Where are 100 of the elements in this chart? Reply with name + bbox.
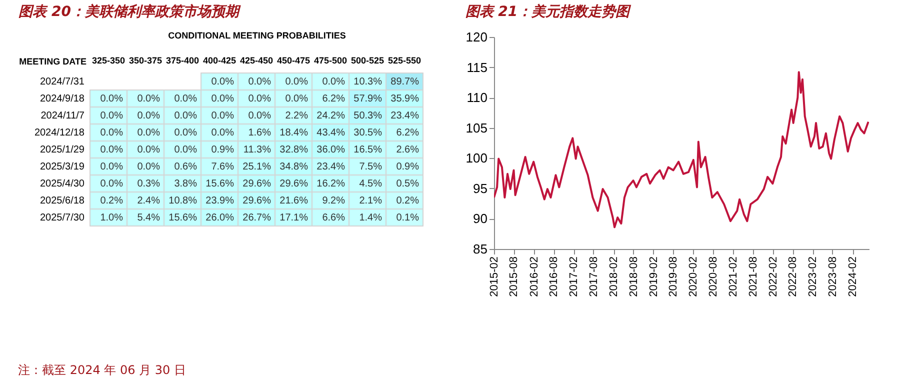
- x-tick-label: 525-550: [388, 56, 422, 66]
- x-tick-label: 500-525: [350, 56, 384, 66]
- line-series: [494, 71, 869, 228]
- x-tick-label: 425-450: [240, 56, 274, 66]
- data-label: 34.8%: [280, 162, 308, 172]
- data-label: 2.6%: [396, 144, 420, 156]
- data-label: 32.8%: [280, 144, 308, 156]
- x-tick-label: 2021-02: [728, 256, 740, 297]
- data-label: 0.9%: [211, 144, 234, 156]
- data-label: 29.6%: [242, 196, 272, 206]
- x-axis-title: CONDITIONAL MEETING PROBABILITIES: [168, 30, 346, 40]
- data-label: 2.4%: [137, 196, 160, 206]
- y-axis-title: MEETING DATE: [19, 56, 86, 66]
- x-tick-label: 2023-02: [807, 256, 820, 297]
- data-label: 43.4%: [316, 128, 346, 138]
- data-label: 17.1%: [280, 212, 308, 224]
- data-label: 25.1%: [242, 162, 272, 172]
- data-label: 0.5%: [396, 178, 420, 190]
- x-tick-label: 325-350: [92, 56, 126, 66]
- data-label: 0.0%: [211, 110, 234, 122]
- y-tick-label: 120: [466, 30, 488, 44]
- data-label: 0.2%: [396, 196, 420, 206]
- data-label: 1.0%: [100, 212, 124, 224]
- data-label: 0.0%: [285, 76, 308, 88]
- data-label: 36.0%: [316, 144, 346, 156]
- data-label: 0.0%: [137, 128, 160, 138]
- data-label: 0.0%: [285, 94, 308, 104]
- x-tick-label: 2015-02: [488, 256, 500, 297]
- data-label: 0.0%: [100, 162, 124, 172]
- y-tick-label: 2025/1/29: [40, 144, 85, 156]
- data-label: 21.6%: [280, 196, 308, 206]
- y-tick-label: 2024/7/31: [40, 76, 85, 88]
- data-label: 10.3%: [354, 76, 382, 88]
- data-label: 0.3%: [137, 178, 160, 190]
- y-tick-label: 2025/6/18: [40, 196, 85, 206]
- data-label: 29.6%: [242, 178, 272, 190]
- y-tick-label: 2024/9/18: [40, 94, 85, 104]
- x-tick-label: 375-400: [166, 56, 200, 66]
- y-tick-label: 2025/3/19: [40, 162, 85, 172]
- x-tick-label: 2017-02: [568, 256, 580, 297]
- y-tick-label: 105: [466, 120, 488, 136]
- data-label: 0.0%: [137, 110, 160, 122]
- y-tick-label: 95: [473, 180, 488, 196]
- x-tick-label: 2024-02: [847, 256, 860, 297]
- x-tick-label: 2018-08: [628, 256, 640, 297]
- data-label: 23.4%: [390, 110, 420, 122]
- y-tick-label: 110: [466, 90, 488, 106]
- x-tick-label: 2016-02: [528, 256, 540, 297]
- data-label: 10.8%: [168, 196, 198, 206]
- x-tick-label: 2023-08: [826, 256, 839, 297]
- data-label: 0.0%: [100, 144, 124, 156]
- data-label: 0.0%: [100, 94, 124, 104]
- data-label: 0.9%: [396, 162, 420, 172]
- data-label: 0.0%: [100, 178, 124, 190]
- data-label: 1.6%: [248, 128, 272, 138]
- data-label: 0.1%: [396, 212, 420, 224]
- data-label: 15.6%: [168, 212, 198, 224]
- data-label: 0.0%: [211, 128, 234, 138]
- data-label: 18.4%: [280, 128, 308, 138]
- x-tick-label: 2021-08: [747, 256, 760, 297]
- data-label: 4.5%: [359, 178, 382, 190]
- data-label: 16.5%: [354, 144, 382, 156]
- y-tick-label: 2025/7/30: [40, 212, 85, 224]
- data-label: 0.0%: [248, 76, 272, 88]
- data-label: 0.0%: [174, 128, 198, 138]
- data-label: 6.6%: [322, 212, 346, 224]
- data-label: 0.0%: [137, 162, 160, 172]
- data-label: 0.0%: [137, 144, 160, 156]
- data-label: 50.3%: [354, 110, 382, 122]
- y-tick-label: 2024/12/18: [34, 128, 85, 138]
- y-tick-label: 90: [473, 211, 488, 226]
- data-label: 24.2%: [316, 110, 346, 122]
- y-tick-label: 115: [466, 60, 488, 75]
- x-tick-label: 2022-08: [787, 256, 800, 297]
- chart-title: 图表 20：美联储利率政策市场预期: [18, 3, 242, 20]
- data-label: 7.6%: [211, 162, 234, 172]
- data-label: 0.0%: [322, 76, 346, 88]
- data-label: 15.6%: [206, 178, 234, 190]
- data-label: 6.2%: [322, 94, 346, 104]
- data-label: 11.3%: [243, 144, 272, 156]
- x-tick-label: 400-425: [202, 56, 236, 66]
- data-label: 2.2%: [285, 110, 308, 122]
- data-label: 2.1%: [359, 196, 382, 206]
- x-tick-label: 2015-08: [508, 256, 520, 297]
- x-tick-label: 350-375: [128, 56, 162, 66]
- data-label: 0.0%: [248, 110, 272, 122]
- data-label: 29.6%: [280, 178, 308, 190]
- x-tick-label: 475-500: [314, 56, 348, 66]
- data-label: 6.2%: [396, 128, 420, 138]
- x-tick-label: 2020-02: [688, 256, 700, 297]
- x-tick-label: 450-475: [276, 56, 310, 66]
- x-tick-label: 2018-02: [608, 256, 620, 297]
- data-label: 0.0%: [174, 110, 198, 122]
- data-label: 26.7%: [242, 212, 272, 224]
- data-label: 0.2%: [100, 196, 124, 206]
- data-label: 3.8%: [174, 178, 198, 190]
- data-label: 0.0%: [174, 94, 198, 104]
- data-label: 89.7%: [390, 76, 420, 88]
- data-label: 0.0%: [211, 76, 234, 88]
- data-label: 57.9%: [354, 94, 382, 104]
